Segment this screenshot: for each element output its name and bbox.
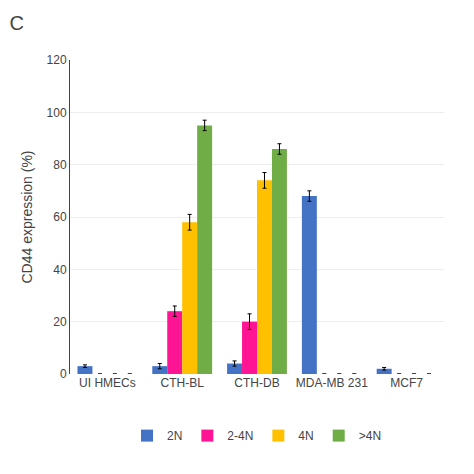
svg-text:C: C: [9, 12, 23, 34]
svg-text:4N: 4N: [298, 429, 313, 443]
svg-text:0: 0: [60, 367, 67, 381]
svg-text:20: 20: [53, 315, 67, 329]
svg-text:MDA-MB 231: MDA-MB 231: [296, 376, 368, 390]
svg-text:UI HMECs: UI HMECs: [79, 376, 136, 390]
svg-text:CD44 expression (%): CD44 expression (%): [19, 150, 35, 283]
svg-text:>4N: >4N: [359, 429, 381, 443]
svg-text:40: 40: [53, 263, 67, 277]
svg-text:60: 60: [53, 210, 67, 224]
svg-text:CTH-DB: CTH-DB: [234, 376, 279, 390]
svg-text:2N: 2N: [167, 429, 182, 443]
svg-text:CTH-BL: CTH-BL: [161, 376, 205, 390]
svg-text:100: 100: [47, 106, 67, 120]
svg-text:80: 80: [53, 158, 67, 172]
svg-text:2-4N: 2-4N: [227, 429, 253, 443]
svg-text:120: 120: [47, 53, 67, 67]
svg-text:MCF7: MCF7: [390, 376, 423, 390]
